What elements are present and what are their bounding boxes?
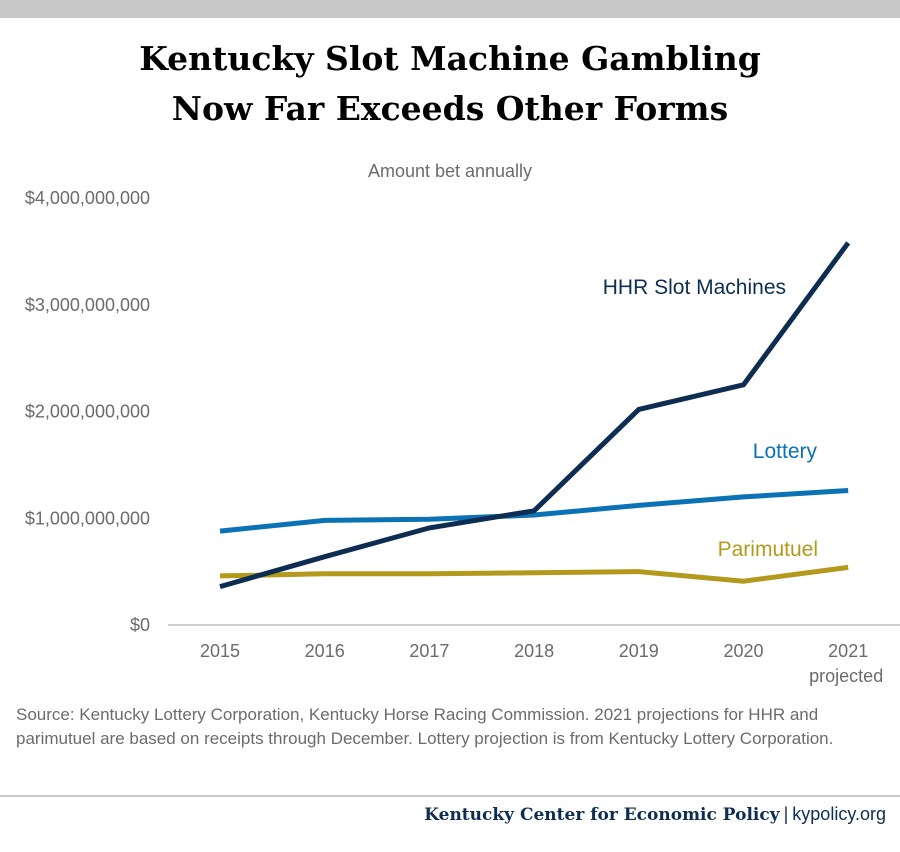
y-tick-label: $3,000,000,000 bbox=[25, 295, 150, 315]
legend: HHR Slot Machines Lottery Parimutuel bbox=[603, 276, 818, 561]
footer: Kentucky Center for Economic Policy | kypo… bbox=[424, 804, 886, 825]
footer-org: Kentucky Center for Economic Policy bbox=[424, 805, 780, 825]
title-line-2: Now Far Exceeds Other Forms bbox=[171, 89, 729, 128]
x-tick-label: 2017 bbox=[409, 641, 449, 661]
chart-title: Kentucky Slot Machine Gambling Now Far E… bbox=[0, 34, 900, 134]
y-tick-label: $1,000,000,000 bbox=[25, 508, 150, 528]
source-note: Source: Kentucky Lottery Corporation, Ke… bbox=[16, 705, 834, 748]
y-axis: $0 $1,000,000,000 $2,000,000,000 $3,000,000… bbox=[25, 188, 150, 635]
chart-subtitle: Amount bet annually bbox=[367, 161, 533, 181]
series-line-parimutuel bbox=[219, 564, 849, 584]
x-tick-label: 2018 bbox=[514, 641, 554, 661]
series-line-hhr-slot-machines bbox=[219, 241, 851, 590]
series-label-hhr-slot-machines: HHR Slot Machines bbox=[603, 276, 786, 299]
series-label-parimutuel: Parimutuel bbox=[718, 538, 818, 561]
top-bar bbox=[0, 0, 900, 18]
series-label-lottery: Lottery bbox=[753, 440, 818, 463]
y-tick-label: $4,000,000,000 bbox=[25, 188, 150, 208]
y-tick-label: $2,000,000,000 bbox=[25, 402, 150, 422]
x-tick-label: 2015 bbox=[200, 641, 240, 661]
x-tick-sublabel: projected bbox=[809, 666, 883, 686]
title-line-1: Kentucky Slot Machine Gambling bbox=[139, 39, 761, 78]
x-axis: 2015 2016 2017 2018 2019 2020 2021 projected bbox=[200, 641, 883, 686]
series-line-lottery bbox=[219, 488, 849, 534]
x-tick-label: 2021 bbox=[828, 641, 868, 661]
x-tick-label: 2019 bbox=[619, 641, 659, 661]
footer-url: kypolicy.org bbox=[792, 804, 886, 824]
x-tick-label: 2016 bbox=[305, 641, 345, 661]
y-tick-label: $0 bbox=[130, 615, 150, 635]
series-lines bbox=[219, 241, 851, 590]
footer-divider bbox=[0, 795, 900, 797]
x-tick-label: 2020 bbox=[723, 641, 763, 661]
line-chart: $0 $1,000,000,000 $2,000,000,000 $3,000,000… bbox=[25, 188, 900, 686]
footer-separator: | bbox=[783, 804, 789, 824]
